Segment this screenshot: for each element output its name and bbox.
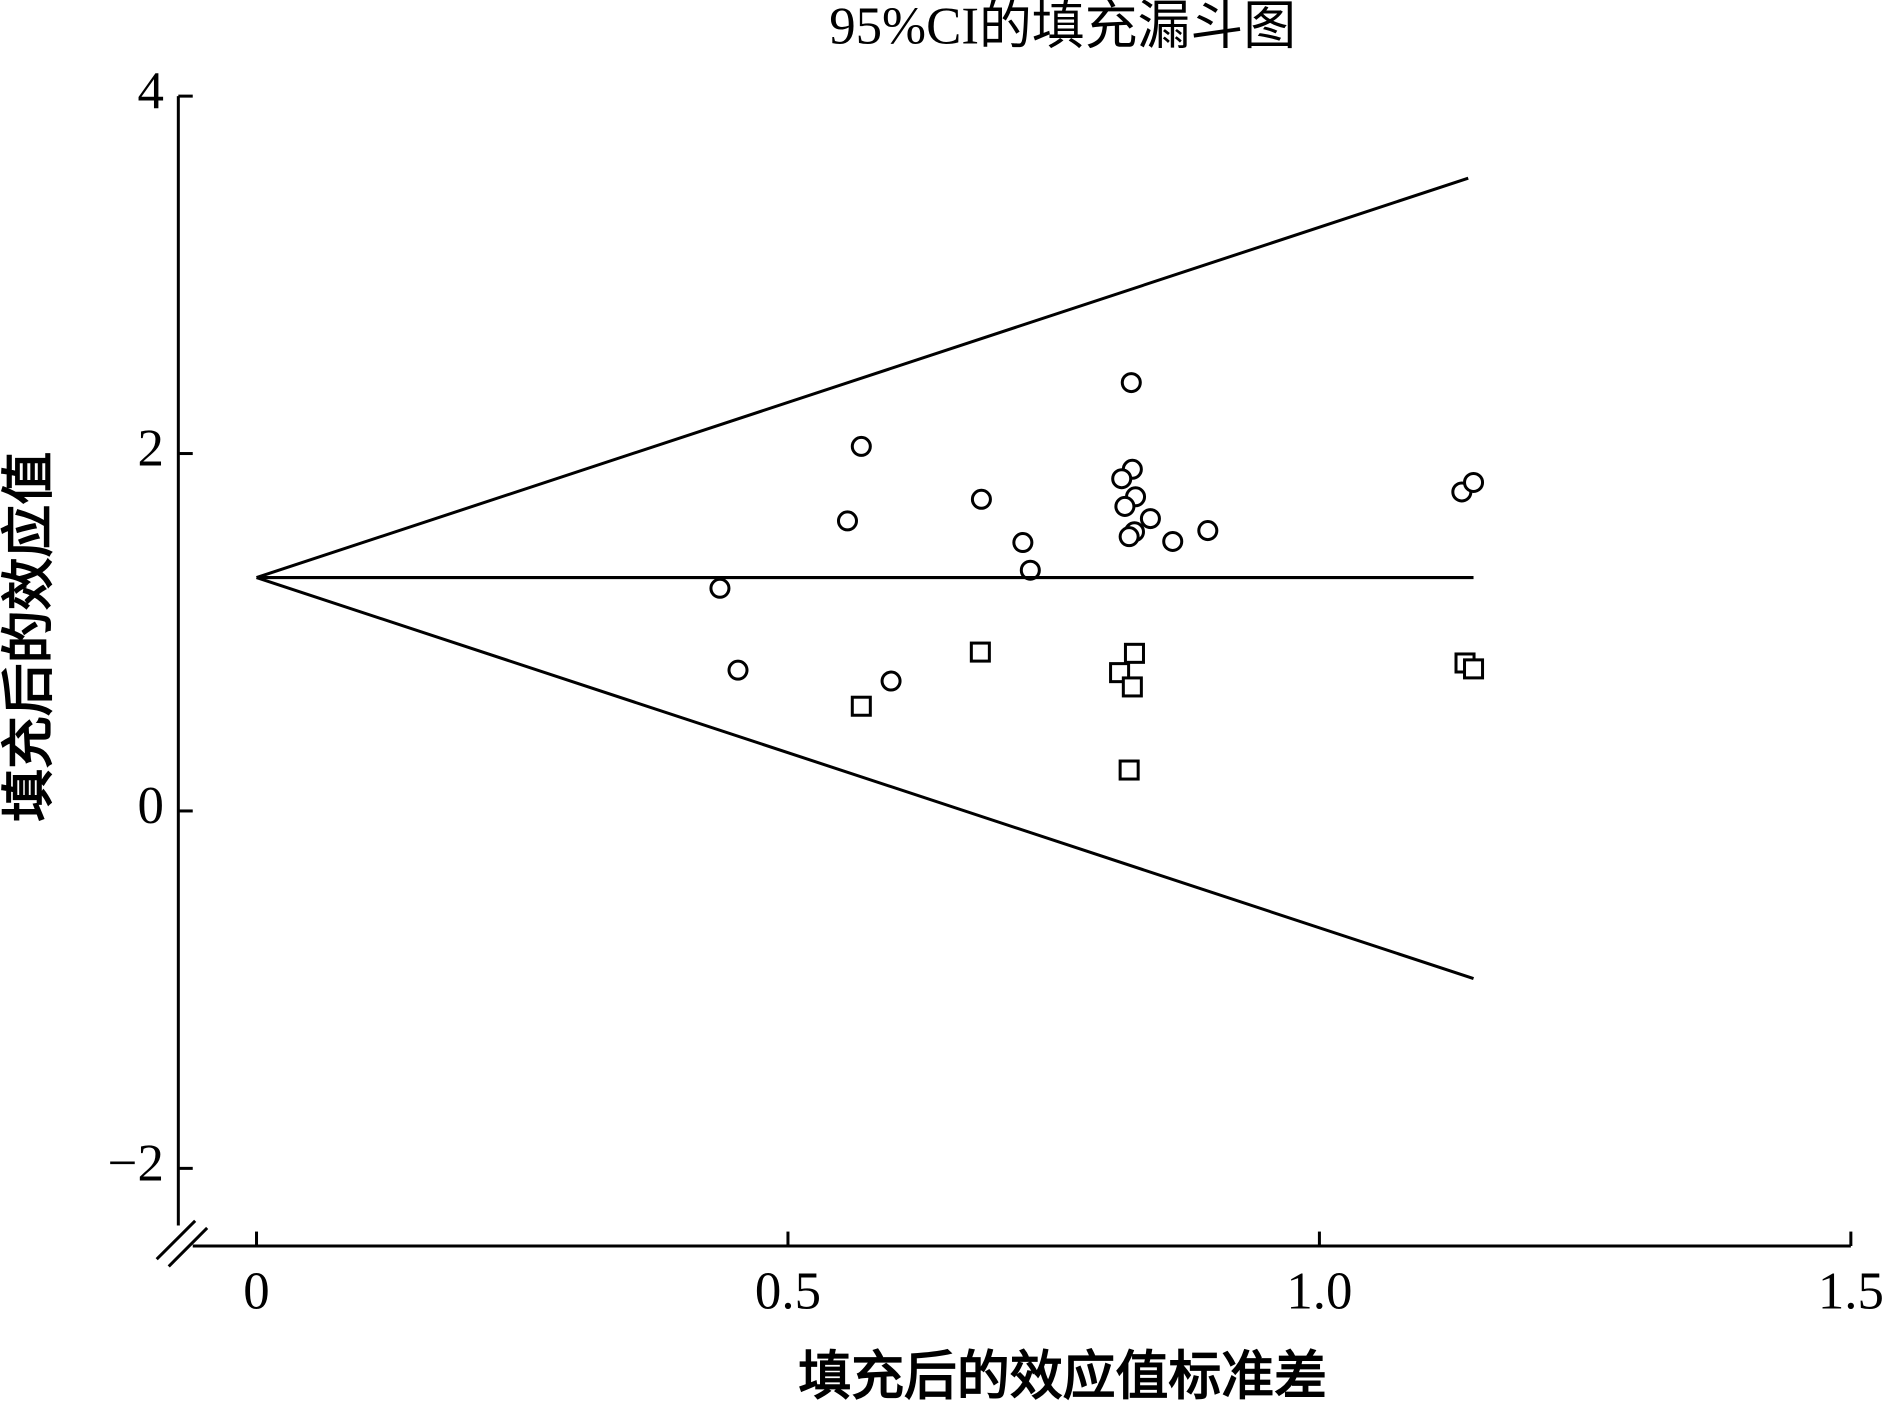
circle-point xyxy=(1012,532,1034,554)
circle-point xyxy=(1197,520,1219,542)
chart-title: 95%CI的填充漏斗图 xyxy=(829,0,1296,55)
square-point xyxy=(969,641,991,663)
axis-break xyxy=(155,1219,197,1261)
circle-point xyxy=(850,435,872,457)
circle-point xyxy=(709,577,731,599)
x-tick-label: 1.5 xyxy=(1818,1263,1884,1321)
circle-point xyxy=(1463,471,1485,494)
square-point xyxy=(1118,759,1140,781)
circle-point xyxy=(1162,530,1184,552)
circle-point xyxy=(970,488,992,510)
square-point xyxy=(1123,642,1145,664)
circle-point xyxy=(727,659,749,681)
x-tick-label: 0 xyxy=(243,1263,269,1321)
y-tick-label: 2 xyxy=(137,420,163,478)
x-axis-label: 填充后的效应值标准差 xyxy=(798,1347,1327,1406)
circle-point xyxy=(836,510,859,532)
funnel-line xyxy=(256,176,1469,579)
circle-point xyxy=(1120,372,1142,394)
circle-point xyxy=(880,670,902,692)
circle-point xyxy=(1111,468,1133,490)
axis-break xyxy=(167,1226,209,1268)
circle-point xyxy=(1019,559,1041,581)
circle-point xyxy=(1118,526,1140,548)
square-point xyxy=(1121,676,1143,698)
y-axis-label: 填充后的效应值 xyxy=(0,452,58,822)
square-point xyxy=(1463,658,1485,680)
x-tick-label: 0.5 xyxy=(755,1263,821,1321)
y-tick-label: 0 xyxy=(137,777,163,835)
circle-point xyxy=(1114,495,1136,517)
y-tick-label: 4 xyxy=(137,62,163,120)
funnel-line xyxy=(256,576,1474,981)
square-point xyxy=(850,695,872,717)
circle-point xyxy=(1139,508,1161,530)
x-tick-label: 1.0 xyxy=(1286,1263,1352,1321)
y-tick-label: −2 xyxy=(108,1134,164,1192)
